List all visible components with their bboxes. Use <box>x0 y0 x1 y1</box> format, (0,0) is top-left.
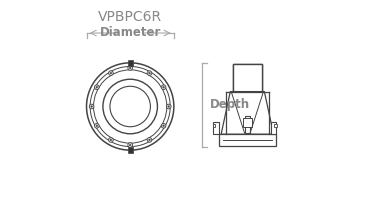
Circle shape <box>129 67 131 69</box>
Circle shape <box>161 85 166 89</box>
Bar <box>213 124 215 127</box>
Circle shape <box>110 139 112 141</box>
Bar <box>243 118 252 127</box>
Circle shape <box>149 72 150 74</box>
Bar <box>233 64 262 92</box>
Circle shape <box>161 124 166 128</box>
Circle shape <box>128 66 132 70</box>
Bar <box>128 147 132 153</box>
Circle shape <box>166 104 171 109</box>
Circle shape <box>129 144 131 146</box>
Circle shape <box>108 71 113 75</box>
Circle shape <box>110 72 112 74</box>
Circle shape <box>163 125 165 127</box>
Circle shape <box>96 125 98 127</box>
Text: Depth: Depth <box>210 98 250 111</box>
Circle shape <box>96 86 98 88</box>
Bar <box>218 134 276 146</box>
Bar <box>213 122 218 134</box>
Bar <box>245 116 250 133</box>
Circle shape <box>149 139 150 141</box>
Circle shape <box>163 86 165 88</box>
Bar <box>233 64 262 92</box>
Bar <box>271 122 276 134</box>
Bar <box>128 60 132 66</box>
Circle shape <box>147 71 152 75</box>
Polygon shape <box>221 92 273 134</box>
Circle shape <box>94 85 99 89</box>
Text: VPBPC6R: VPBPC6R <box>98 10 162 24</box>
Text: Diameter: Diameter <box>100 26 161 39</box>
Circle shape <box>168 106 170 107</box>
Circle shape <box>91 106 93 107</box>
Circle shape <box>94 123 99 128</box>
Circle shape <box>147 138 152 142</box>
Bar <box>274 124 276 127</box>
Circle shape <box>108 138 113 142</box>
Circle shape <box>128 143 132 147</box>
Circle shape <box>89 104 94 109</box>
